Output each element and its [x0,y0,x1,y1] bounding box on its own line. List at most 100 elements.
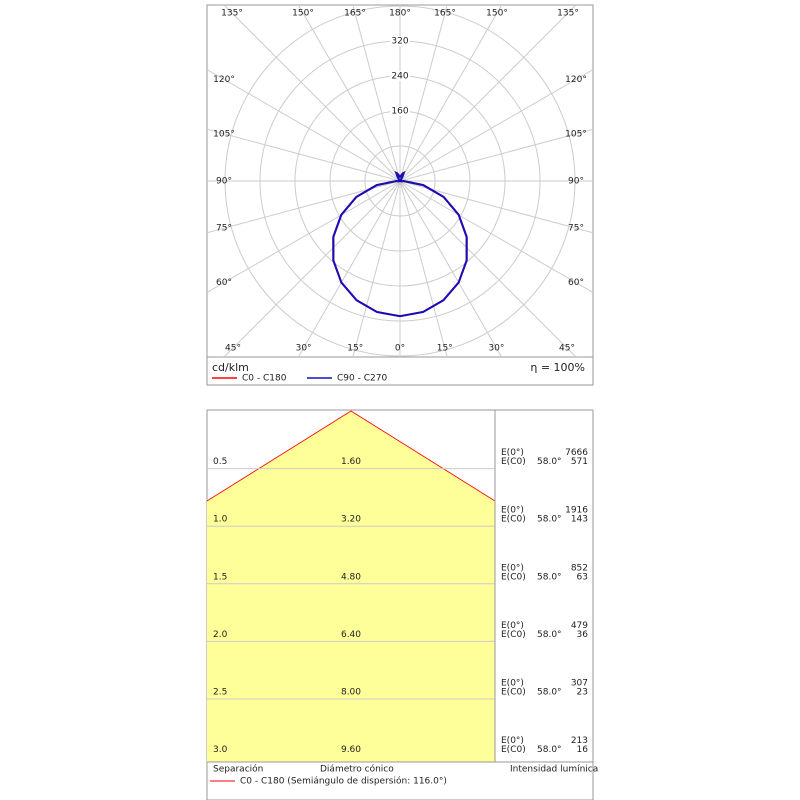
separation: 2.0 [213,630,228,640]
separation: 3.0 [213,745,228,755]
angle: 58.0° [537,515,562,525]
angle-label: 165° [344,9,366,19]
ec0-value: 571 [571,457,588,467]
ec0-label: E(C0) [501,745,526,755]
angle-label: 150° [292,9,314,19]
ec0-label: E(C0) [501,572,526,582]
angle-label: 60° [568,278,584,288]
diameter: 3.20 [341,515,361,525]
grid-spoke [223,5,401,182]
angle-label: 15° [347,344,363,354]
grid-spoke [297,180,401,357]
grid-spoke [399,5,503,182]
grid-spoke [399,128,593,182]
rtick-bg [390,36,410,46]
angle: 58.0° [537,457,562,467]
angle: 58.0° [537,572,562,582]
angle-label: 45° [559,344,575,354]
cone-legend: C0 - C180 (Semiángulo de dispersión: 116… [240,776,447,787]
angle: 58.0° [537,745,562,755]
ec0-label: E(C0) [501,688,526,698]
efficiency: η = 100% [530,361,585,374]
e0-value: 213 [571,736,588,746]
diameter: 6.40 [341,630,361,640]
polar-grid [207,5,593,357]
cone-area [207,410,495,762]
separation: 0.5 [213,457,227,467]
angle-label: 105° [565,129,587,139]
grid-spoke [399,68,593,182]
grid-spoke [399,5,577,182]
footer-diameter: Diámetro cónico [320,764,394,775]
r-tick-label: 320 [391,37,408,47]
angle-label: 120° [213,75,235,85]
grid-spoke [399,180,503,357]
grid-spoke [399,180,593,294]
r-tick-label: 160 [391,107,408,117]
grid-spoke [207,180,401,234]
grid-spoke [207,68,401,182]
separation: 1.5 [213,572,227,582]
ec0-value: 36 [577,630,589,640]
angle-label: 75° [216,224,232,234]
ec0-value: 143 [571,515,588,525]
e0-value: 852 [571,563,588,573]
footer-intensity: Intensidad lumínica [510,765,598,775]
angle-label: 150° [486,9,508,19]
angle-label: 75° [568,224,584,234]
grid-spoke [352,5,401,182]
angle-label: 165° [434,9,456,19]
series-curve [397,170,468,318]
e0-value: 307 [571,679,588,689]
e0-label: E(0°) [501,506,524,516]
cone-edge [207,410,495,502]
polar-data [332,170,468,318]
e0-label: E(0°) [501,679,524,689]
footer-separation: Separación [213,764,263,775]
ec0-label: E(C0) [501,515,526,525]
legend-entry: C0 - C180 [242,374,287,384]
angle-label: 45° [225,344,241,354]
angle-label: 90° [568,177,584,187]
angle: 58.0° [537,688,562,698]
grid-spoke [207,180,401,294]
series-curve [397,170,468,318]
ec0-value: 16 [577,745,589,755]
series-curve [332,170,403,318]
diameter: 4.80 [341,572,361,582]
r-tick-label: 240 [391,72,408,82]
angle-label: 15° [437,344,453,354]
cone-text: 0.5 1.60 E(0°) 7666 E(C0) 58.0° 571 1.0 3.20 E(0°… [213,448,588,755]
grid-spoke [399,180,593,234]
legend-entry: C90 - C270 [337,374,387,384]
rtick-bg [390,106,410,116]
grid-spoke [297,5,401,182]
angle-label: 30° [488,344,504,354]
grid-spoke [207,128,401,182]
angle-label: 30° [296,344,312,354]
unit-label: cd/klm [212,361,249,374]
e0-value: 1916 [565,506,588,516]
angle-label: 135° [221,9,243,19]
ec0-label: E(C0) [501,457,526,467]
e0-label: E(0°) [501,736,524,746]
separation: 1.0 [213,515,228,525]
ec0-value: 63 [577,572,588,582]
e0-label: E(0°) [501,563,524,573]
angle-label: 135° [557,9,579,19]
grid-spoke [399,180,577,357]
grid-spoke [223,180,401,357]
diameter: 8.00 [341,688,361,698]
angle-label: 180° [389,9,411,19]
e0-value: 479 [571,621,588,631]
ec0-label: E(C0) [501,630,526,640]
rtick-bg [390,71,410,81]
angle: 58.0° [537,630,562,640]
angle-label: 90° [216,177,232,187]
separation: 2.5 [213,688,227,698]
cone-fill [207,411,495,762]
angle-label: 120° [565,75,587,85]
angle-label: 105° [213,129,235,139]
diameter: 9.60 [341,745,361,755]
